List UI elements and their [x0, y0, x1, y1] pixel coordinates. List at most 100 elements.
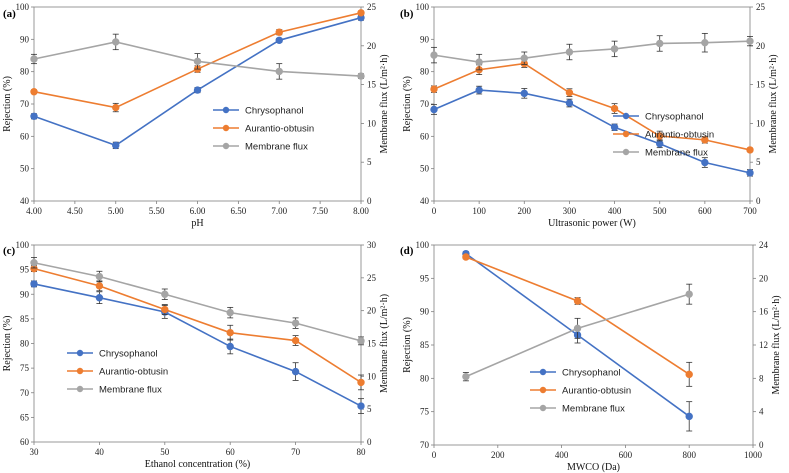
legend-swatch-marker — [539, 368, 547, 376]
x-tick-label: 0 — [432, 450, 437, 460]
x-tick-label: 600 — [698, 206, 712, 216]
y2-tick-label: 8 — [759, 373, 764, 383]
data-point — [275, 28, 283, 36]
x-tick-label: 60 — [226, 447, 236, 457]
y2-tick-label: 15 — [367, 80, 377, 90]
y-tick-label: 50 — [20, 164, 30, 174]
x-tick-label: 40 — [95, 447, 105, 457]
data-point — [462, 253, 470, 261]
x-tick-label: 800 — [682, 450, 696, 460]
y2-tick-label: 12 — [759, 340, 768, 350]
data-point — [565, 88, 574, 97]
x-tick-label: 6.50 — [231, 206, 247, 216]
y2-axis-title: Membrane flux (L/m²·h) — [768, 54, 779, 153]
data-point — [291, 319, 300, 327]
data-point — [275, 67, 283, 76]
y2-axis-title: Membrane flux (L/m²·h) — [379, 54, 390, 153]
y-tick-label: 95 — [20, 265, 30, 275]
y-tick-label: 90 — [420, 34, 430, 44]
data-point — [610, 104, 619, 113]
x-tick-label: 0 — [432, 206, 437, 216]
x-tick-label: 70 — [291, 447, 301, 457]
y-tick-label: 70 — [20, 99, 30, 109]
y2-tick-label: 0 — [367, 196, 372, 206]
y2-tick-label: 25 — [367, 273, 377, 283]
data-point — [746, 146, 754, 154]
data-point — [275, 36, 283, 45]
data-point — [226, 342, 234, 351]
x-axis-title: Ethanol concentration (%) — [145, 459, 251, 470]
data-point — [430, 85, 438, 93]
y-tick-label: 50 — [420, 164, 430, 174]
y2-tick-label: 20 — [367, 306, 377, 316]
data-point — [193, 57, 202, 66]
y2-tick-label: 30 — [367, 240, 377, 250]
legend: Chrysophanol Aurantio-obtusin Membrane flu… — [213, 106, 314, 153]
x-tick-label: 50 — [160, 447, 170, 457]
series-membrane-flux — [30, 33, 365, 80]
legend-swatch-marker — [622, 148, 630, 156]
y-tick-label: 70 — [20, 388, 30, 398]
plot-area — [433, 6, 751, 202]
y-tick-label: 80 — [420, 67, 430, 77]
legend-label: Chrysophanol — [562, 368, 621, 379]
legend-swatch-marker — [622, 130, 630, 138]
panel-1: 40 50 60 70 80 90 100 0 5 10 15 20 25 4.00 4.50 5.00 5.5… — [2, 2, 390, 229]
y-axis-title: Rejection (%) — [2, 76, 13, 132]
x-tick-label: 7.00 — [271, 206, 287, 216]
y-tick-label: 70 — [420, 99, 430, 109]
data-point — [656, 132, 664, 140]
y2-tick-label: 0 — [367, 437, 372, 447]
y2-tick-label: 20 — [756, 41, 766, 51]
y-axis-title: Rejection (%) — [402, 76, 413, 132]
data-point — [95, 272, 104, 281]
legend-swatch-marker — [76, 349, 84, 357]
x-axis-title: Ultrasonic power (W) — [548, 218, 636, 229]
y2-tick-label: 20 — [367, 41, 377, 51]
x-tick-label: 1000 — [744, 450, 763, 460]
legend-swatch-marker — [539, 386, 547, 394]
panel-label: (a) — [3, 8, 16, 20]
series-line — [433, 89, 751, 174]
x-tick-label: 500 — [653, 206, 667, 216]
data-point — [701, 136, 709, 144]
y-axis-title: Rejection (%) — [402, 317, 413, 373]
x-tick-label: 6.00 — [190, 206, 206, 216]
x-tick-label: 7.50 — [312, 206, 328, 216]
x-tick-label: 100 — [472, 206, 486, 216]
y-tick-label: 70 — [420, 440, 430, 450]
legend-label: Aurantio-obtusin — [562, 386, 631, 397]
panel-label: (b) — [400, 8, 414, 20]
y-tick-label: 90 — [20, 289, 30, 299]
data-point — [357, 9, 365, 17]
legend-label: Membrane flux — [645, 148, 708, 159]
legend-label: Aurantio-obtusin — [99, 367, 168, 378]
x-tick-label: 200 — [491, 450, 505, 460]
data-point — [291, 336, 300, 345]
series-line — [33, 283, 362, 407]
data-point — [685, 370, 693, 379]
x-tick-label: 600 — [619, 450, 633, 460]
legend-swatch-marker — [76, 385, 84, 393]
x-axis-title: MWCO (Da) — [567, 462, 620, 473]
y-tick-label: 100 — [416, 240, 430, 250]
data-point — [656, 140, 664, 148]
x-tick-label: 5.00 — [108, 206, 124, 216]
data-point — [656, 39, 664, 48]
data-point — [357, 337, 365, 345]
panel-label: (c) — [3, 245, 16, 257]
y2-tick-label: 5 — [367, 404, 372, 414]
series-aurantio-obtusin — [462, 253, 693, 387]
y-tick-label: 95 — [420, 273, 430, 283]
data-point — [30, 259, 38, 267]
x-tick-label: 300 — [563, 206, 577, 216]
panel-label: (d) — [400, 245, 414, 257]
y-tick-label: 85 — [420, 340, 430, 350]
plot-area — [33, 6, 362, 202]
plot-area — [433, 244, 754, 446]
y-tick-label: 60 — [20, 437, 30, 447]
y2-axis-title: Membrane flux (L/m²·h) — [379, 294, 390, 393]
data-point — [226, 308, 234, 317]
data-point — [701, 158, 709, 167]
